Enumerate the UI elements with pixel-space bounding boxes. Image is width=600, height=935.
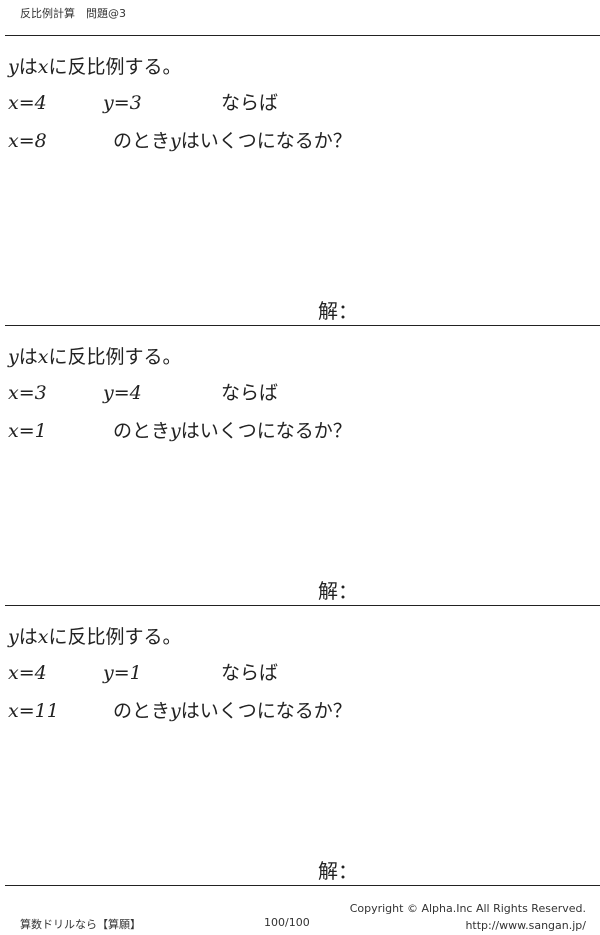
question: x=8 のときyはいくつになるか？ bbox=[8, 130, 352, 152]
copyright: Copyright © Alpha.Inc All Rights Reserve… bbox=[349, 902, 586, 915]
question: x=11 のときyはいくつになるか？ bbox=[8, 700, 352, 722]
divider bbox=[5, 35, 600, 36]
problem-statement: yはxに反比例する。 bbox=[8, 626, 182, 648]
given-values: x=3 y=4 ならば bbox=[8, 382, 279, 404]
answer-label: 解： bbox=[318, 859, 358, 883]
problem-statement: yはxに反比例する。 bbox=[8, 346, 182, 368]
answer-label: 解： bbox=[318, 579, 358, 603]
divider bbox=[5, 325, 600, 326]
given-values: x=4 y=3 ならば bbox=[8, 92, 279, 114]
question: x=1 のときyはいくつになるか？ bbox=[8, 420, 352, 442]
page-title: 反比例計算 問題@3 bbox=[20, 7, 126, 20]
problem-statement: yはxに反比例する。 bbox=[8, 56, 182, 78]
footer-brand: 算数ドリルなら【算願】 bbox=[20, 918, 141, 931]
given-values: x=4 y=1 ならば bbox=[8, 662, 279, 684]
page-number: 100/100 bbox=[264, 916, 310, 929]
site-url: http://www.sangan.jp/ bbox=[465, 919, 586, 932]
answer-label: 解： bbox=[318, 299, 358, 323]
divider bbox=[5, 605, 600, 606]
divider bbox=[5, 885, 600, 886]
